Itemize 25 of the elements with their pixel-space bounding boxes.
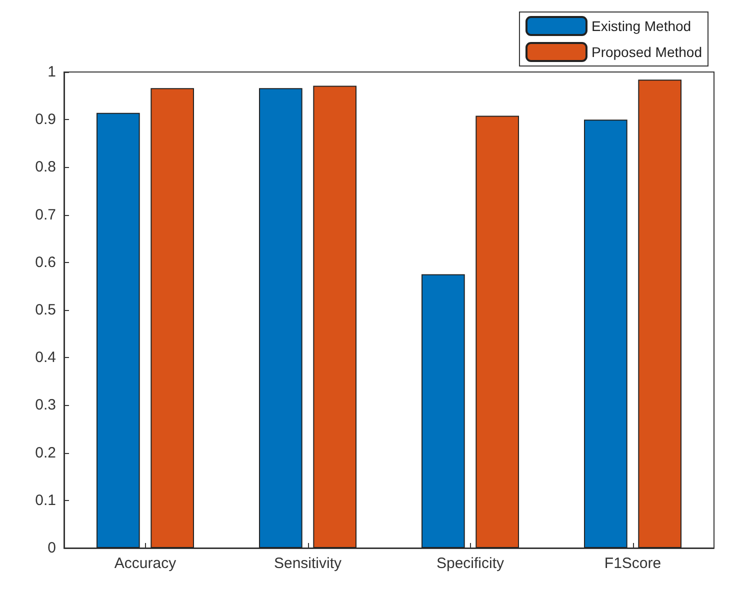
y-tick-label: 0.6 [35, 254, 56, 271]
bar [150, 88, 194, 548]
y-tick-label: 0.8 [35, 158, 56, 176]
y-tick-label: 0.2 [35, 444, 56, 462]
bar [259, 88, 302, 548]
x-tick-label: Sensitivity [274, 555, 342, 572]
y-tick-label: 0.7 [35, 206, 56, 224]
bar [313, 86, 356, 548]
y-tick-label: 0.3 [35, 396, 56, 414]
y-tick-label: 0.9 [35, 111, 56, 128]
bar [638, 80, 682, 548]
bar [96, 112, 140, 548]
bar [422, 274, 465, 548]
legend-label: Proposed Method [591, 44, 702, 60]
y-tick-label: 0.5 [35, 302, 56, 318]
x-tick-label: Accuracy [114, 555, 177, 572]
y-tick-label: 0 [48, 540, 56, 556]
y-tick-label: 1 [48, 64, 56, 80]
y-tick-label: 0.4 [35, 349, 56, 366]
legend-label: Existing Method [591, 18, 692, 34]
bar [584, 120, 628, 548]
y-tick-label: 0.1 [35, 492, 56, 509]
bar [476, 116, 519, 548]
x-tick-label: F1Score [604, 555, 662, 572]
x-tick-label: Specificity [436, 555, 505, 572]
